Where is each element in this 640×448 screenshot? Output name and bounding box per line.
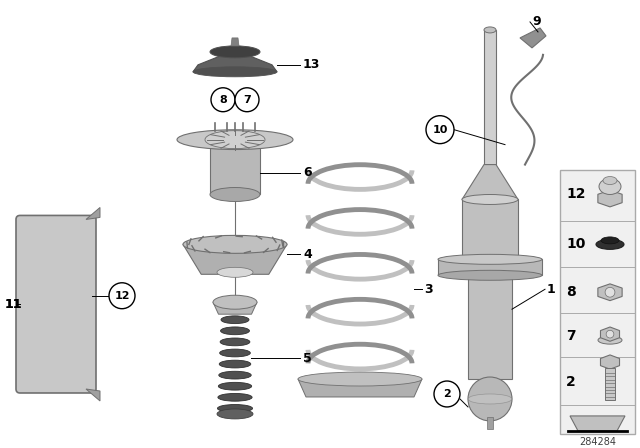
Ellipse shape <box>217 409 253 419</box>
Ellipse shape <box>193 67 277 77</box>
Polygon shape <box>298 379 422 397</box>
Ellipse shape <box>205 131 265 149</box>
Text: 1: 1 <box>547 283 556 296</box>
Circle shape <box>211 88 235 112</box>
Ellipse shape <box>298 372 422 386</box>
Polygon shape <box>484 30 496 164</box>
Text: 11: 11 <box>5 298 22 311</box>
Text: 8: 8 <box>566 285 576 299</box>
Ellipse shape <box>218 382 252 390</box>
Ellipse shape <box>219 371 252 379</box>
Ellipse shape <box>221 316 249 323</box>
Ellipse shape <box>213 295 257 309</box>
Circle shape <box>468 377 512 421</box>
Ellipse shape <box>177 130 293 150</box>
Polygon shape <box>605 367 615 400</box>
Text: 12: 12 <box>566 188 586 202</box>
Text: 8: 8 <box>219 95 227 105</box>
Ellipse shape <box>220 349 250 357</box>
Ellipse shape <box>603 177 617 185</box>
Text: 3: 3 <box>424 283 433 296</box>
Ellipse shape <box>220 338 250 346</box>
Text: 6: 6 <box>303 166 312 179</box>
Circle shape <box>235 88 259 112</box>
Polygon shape <box>210 140 260 194</box>
Ellipse shape <box>598 336 622 344</box>
Circle shape <box>606 330 614 338</box>
Polygon shape <box>570 416 625 431</box>
Ellipse shape <box>599 179 621 194</box>
Text: 13: 13 <box>303 58 321 71</box>
Circle shape <box>605 287 615 297</box>
Polygon shape <box>520 28 546 48</box>
Text: 12: 12 <box>115 291 130 301</box>
Ellipse shape <box>210 188 260 202</box>
Ellipse shape <box>468 394 512 404</box>
Text: 10: 10 <box>566 237 586 251</box>
Text: 2: 2 <box>443 389 451 399</box>
FancyBboxPatch shape <box>16 215 96 393</box>
Ellipse shape <box>217 267 253 277</box>
Polygon shape <box>231 38 239 46</box>
Polygon shape <box>86 389 100 401</box>
Polygon shape <box>598 190 622 207</box>
Text: 7: 7 <box>566 329 575 343</box>
Text: 9: 9 <box>532 15 541 28</box>
Polygon shape <box>438 259 542 275</box>
Ellipse shape <box>210 46 260 58</box>
Circle shape <box>426 116 454 144</box>
Circle shape <box>109 283 135 309</box>
Ellipse shape <box>183 235 287 254</box>
Text: 4: 4 <box>303 248 312 261</box>
Ellipse shape <box>462 194 518 204</box>
Polygon shape <box>487 417 493 429</box>
Text: 2: 2 <box>566 375 576 389</box>
Polygon shape <box>600 355 620 369</box>
Text: 11: 11 <box>5 298 22 311</box>
Text: 284284: 284284 <box>579 437 616 447</box>
Ellipse shape <box>596 239 624 250</box>
Ellipse shape <box>218 393 252 401</box>
Polygon shape <box>600 327 620 341</box>
Ellipse shape <box>221 327 250 335</box>
Polygon shape <box>462 199 518 259</box>
Circle shape <box>434 381 460 407</box>
Polygon shape <box>462 164 518 199</box>
Ellipse shape <box>601 237 619 244</box>
Polygon shape <box>213 302 257 314</box>
Polygon shape <box>86 207 100 220</box>
Text: 7: 7 <box>243 95 251 105</box>
Ellipse shape <box>438 254 542 264</box>
Ellipse shape <box>220 360 251 368</box>
Polygon shape <box>193 50 277 72</box>
Polygon shape <box>468 270 512 379</box>
Ellipse shape <box>438 270 542 280</box>
Ellipse shape <box>218 405 253 412</box>
Text: 5: 5 <box>303 352 312 365</box>
Text: 10: 10 <box>432 125 448 135</box>
Polygon shape <box>183 244 287 274</box>
Bar <box>560 169 635 434</box>
Ellipse shape <box>484 27 496 33</box>
Polygon shape <box>598 284 622 301</box>
